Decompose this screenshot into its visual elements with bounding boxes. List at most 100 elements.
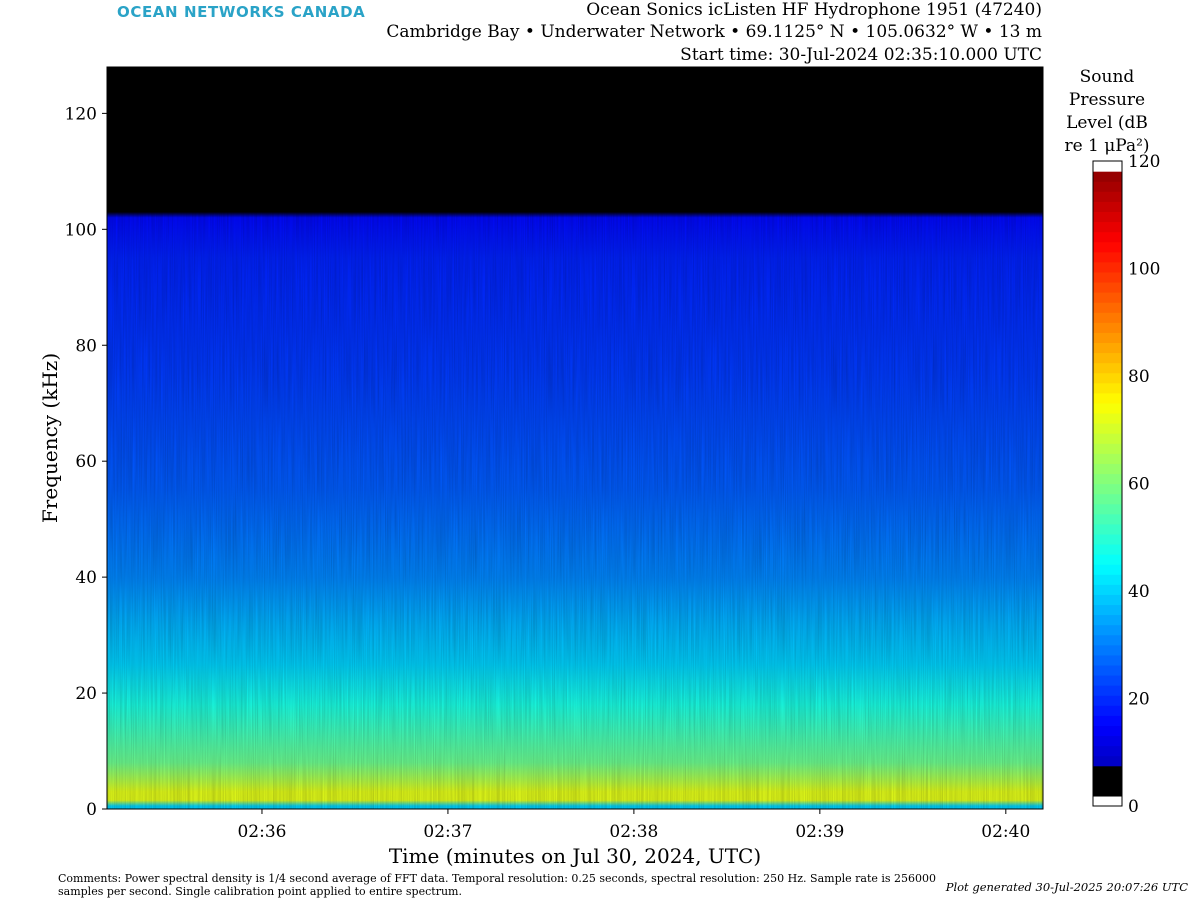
y-tick-label: 20: [75, 684, 97, 704]
y-tick-label: 60: [75, 452, 97, 472]
colorbar-segment: [1093, 695, 1122, 706]
y-tick-label: 80: [75, 336, 97, 356]
colorbar-segment: [1093, 412, 1122, 424]
colorbar-segment: [1093, 201, 1122, 212]
y-axis: 0 20 40 60 80 100 120: [65, 104, 107, 820]
colorbar-segment: [1093, 533, 1122, 545]
colorbar-label-line: Pressure: [1069, 90, 1145, 110]
x-tick-label: 02:40: [981, 822, 1030, 842]
colorbar-segment: [1093, 543, 1122, 555]
colorbar-segment: [1093, 664, 1122, 676]
start-time: Start time: 30-Jul-2024 02:35:10.000 UTC: [680, 45, 1042, 65]
colorbar-segment: [1093, 402, 1122, 414]
colorbar-segment: [1093, 211, 1122, 223]
x-axis: 02:36 02:37 02:38 02:39 02:40: [237, 809, 1030, 842]
colorbar-segment: [1093, 614, 1122, 626]
colorbar-segment: [1093, 161, 1122, 172]
colorbar-segment: [1093, 564, 1122, 575]
colorbar-segment: [1093, 755, 1122, 767]
plot-area: [106, 66, 1044, 810]
colorbar-tick-label: 0: [1128, 797, 1139, 817]
x-tick-label: 02:37: [423, 822, 472, 842]
colorbar-segment: [1093, 523, 1122, 535]
no-data-band: [107, 67, 1043, 212]
colorbar-segment: [1093, 362, 1122, 374]
colorbar-segment: [1093, 171, 1122, 182]
colorbar-tick-label: 20: [1128, 690, 1150, 710]
colorbar: 0 20 40 60 80 100 120 Sound Pressure Level (dB re …: [1064, 67, 1160, 817]
colorbar-segment: [1093, 705, 1122, 716]
colorbar-frame: [1092, 160, 1123, 807]
colorbar-segment: [1093, 191, 1122, 202]
location-line: Cambridge Bay • Underwater Network • 69.…: [386, 22, 1042, 42]
y-tick-label: 0: [86, 800, 97, 820]
colorbar-segment: [1093, 624, 1122, 636]
colorbar-segment: [1093, 241, 1122, 253]
colorbar-tick-label: 100: [1128, 260, 1160, 280]
colorbar-segment: [1093, 785, 1122, 797]
colorbar-segment: [1093, 715, 1122, 726]
colorbar-segment: [1093, 463, 1122, 475]
onc-logo: OCEAN NETWORKS CANADA: [117, 3, 366, 21]
colorbar-segment: [1093, 342, 1122, 354]
colorbar-segment: [1093, 332, 1122, 344]
x-tick-label: 02:36: [237, 822, 286, 842]
colorbar-segment: [1093, 292, 1122, 303]
colorbar-segment: [1093, 433, 1122, 444]
instrument-title: Ocean Sonics icListen HF Hydrophone 1951…: [586, 0, 1042, 20]
colorbar-segment: [1093, 443, 1122, 454]
colorbar-segment: [1093, 221, 1122, 233]
colorbar-segment: [1093, 493, 1122, 505]
colorbar-segment: [1093, 554, 1122, 565]
colorbar-tick-label: 40: [1128, 582, 1150, 602]
colorbar-segment: [1093, 795, 1122, 807]
colorbar-segment: [1093, 251, 1122, 263]
colorbar-segment: [1093, 483, 1122, 495]
colorbar-segment: [1093, 634, 1122, 646]
y-tick-label: 120: [65, 104, 97, 124]
colorbar-tick-label: 120: [1128, 152, 1160, 172]
colorbar-segment: [1093, 312, 1122, 323]
colorbar-segment: [1093, 775, 1122, 787]
colorbar-segment: [1093, 513, 1122, 525]
colorbar-segment: [1093, 423, 1122, 434]
colorbar-segment: [1093, 473, 1122, 485]
x-axis-label: Time (minutes on Jul 30, 2024, UTC): [389, 844, 761, 868]
colorbar-segment: [1093, 574, 1122, 585]
plot-frame: [106, 66, 1044, 810]
colorbar-segment: [1093, 503, 1122, 515]
colorbar-segment: [1093, 685, 1122, 696]
colorbar-segment: [1093, 181, 1122, 192]
colorbar-tick-label: 80: [1128, 367, 1150, 387]
colorbar-segment: [1093, 382, 1122, 394]
y-tick-label: 40: [75, 568, 97, 588]
colorbar-segment: [1093, 231, 1122, 243]
colorbar-segment: [1093, 322, 1122, 333]
colorbar-segment: [1093, 392, 1122, 404]
y-tick-label: 100: [65, 220, 97, 240]
generated-timestamp: Plot generated 30-Jul-2025 20:07:26 UTC: [945, 880, 1188, 894]
colorbar-segment: [1093, 604, 1122, 616]
x-tick-label: 02:38: [609, 822, 658, 842]
colorbar-segment: [1093, 594, 1122, 606]
colorbar-segment: [1093, 644, 1122, 656]
colorbar-segment: [1093, 725, 1122, 737]
y-axis-label: Frequency (kHz): [38, 353, 62, 523]
colorbar-segment: [1093, 302, 1122, 313]
colorbar-segment: [1093, 654, 1122, 666]
colorbar-segment: [1093, 271, 1122, 283]
colorbar-segment: [1093, 281, 1122, 293]
colorbar-segment: [1093, 261, 1122, 273]
colorbar-segment: [1093, 372, 1122, 384]
colorbar-segment: [1093, 584, 1122, 595]
colorbar-segment: [1093, 453, 1122, 464]
colorbar-tick-label: 60: [1128, 475, 1150, 495]
colorbar-segment: [1093, 352, 1122, 364]
colorbar-segment: [1093, 674, 1122, 686]
x-tick-label: 02:39: [795, 822, 844, 842]
colorbar-label-line: Level (dB: [1066, 113, 1148, 133]
colorbar-segment: [1093, 745, 1122, 757]
colorbar-label-line: re 1 μPa²): [1064, 136, 1149, 156]
colorbar-segment: [1093, 765, 1122, 777]
